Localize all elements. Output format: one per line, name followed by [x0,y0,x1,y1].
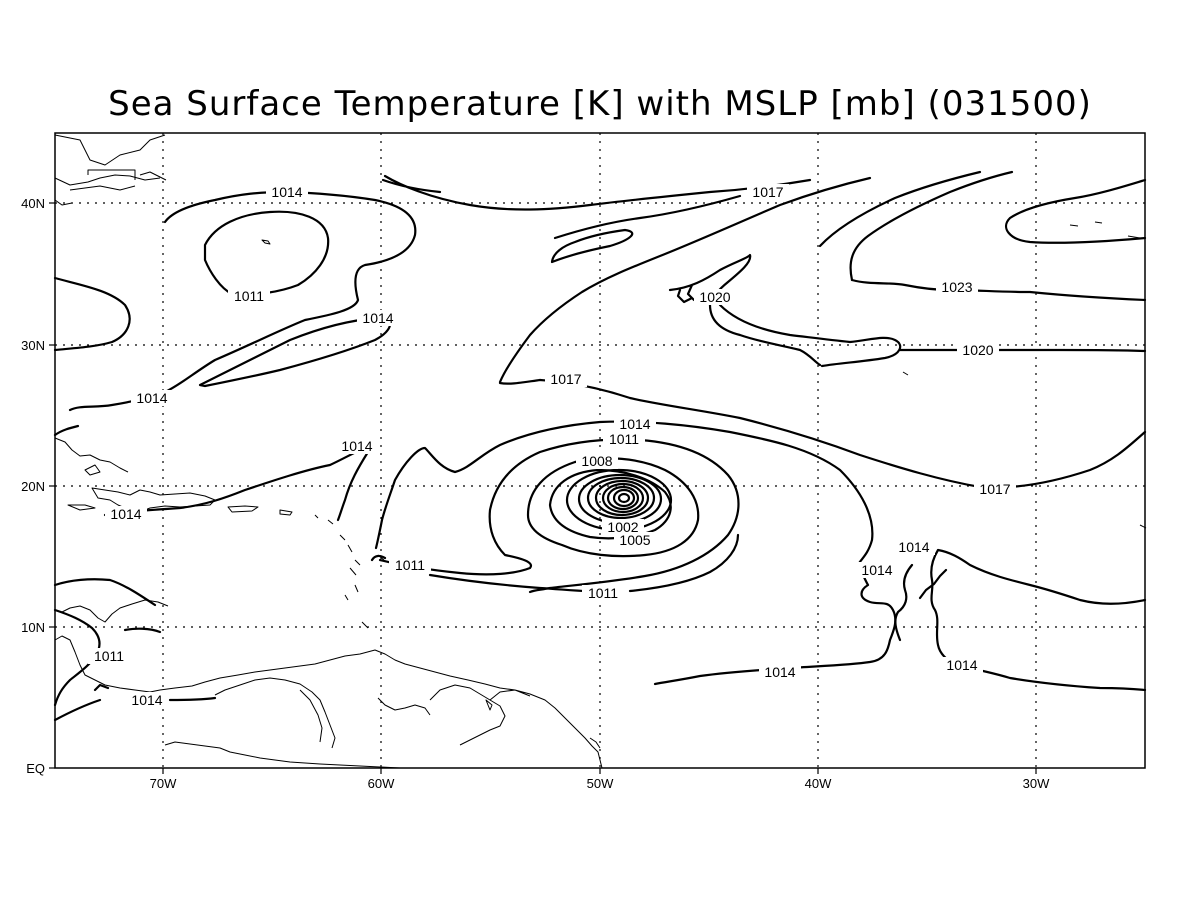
storm-ring-9 [606,485,640,511]
contour-1017-north [381,174,812,264]
contour-label-1011-carib: 1011 [94,648,124,664]
lon-label-30w: 30W [1023,776,1050,791]
coastlines [54,134,1147,769]
contour-labels: 1014 1011 1014 1014 1014 1014 1011 1014 … [88,184,1016,708]
tick-marks [49,202,1037,774]
contour-1020-north [668,253,822,367]
contour-1008-storm [526,457,700,558]
contour-label-1014-storm: 1014 [619,416,650,432]
storm-ring-7 [594,479,650,517]
contour-label-1020-n: 1020 [699,289,730,305]
lat-label-20n: 20N [21,479,45,494]
contour-label-1008-storm: 1008 [581,453,612,469]
longitude-labels: 70W 60W 50W 40W 30W [150,776,1050,791]
contour-1017-mid [538,378,1147,489]
map-title: Sea Surface Temperature [K] with MSLP [m… [108,84,1092,124]
contour-label-1002-storm: 1002 [607,519,638,535]
contour-label-1014-sa: 1014 [131,692,162,708]
contour-1014-east [653,563,897,686]
contour-1017-curve [498,176,872,385]
contour-label-1017-e: 1017 [979,481,1010,497]
contour-label-1014-s: 1014 [764,664,795,680]
contour-label-1017-n: 1017 [752,184,783,200]
contour-1020-ne [818,170,1014,282]
contour-label-1014-se1: 1014 [898,539,929,555]
contour-label-1005-storm: 1005 [619,532,650,548]
contour-1005-storm [548,468,672,540]
contour-label-1011-storm-s: 1011 [588,585,618,601]
contour-label-1014-se3: 1014 [946,657,977,673]
contour-1020-e [718,303,1147,368]
contour-1023-main [850,278,1147,302]
lon-label-50w: 50W [587,776,614,791]
contour-1014-car [53,424,370,522]
contour-label-1014-band: 1014 [362,310,393,326]
contour-1014-w [53,276,131,352]
contour-1011-nw [203,210,330,296]
coast-bermuda [261,239,271,245]
lon-label-60w: 60W [368,776,395,791]
lon-label-40w: 40W [805,776,832,791]
contour-label-1014-car: 1014 [341,438,372,454]
storm-ring-10 [612,488,636,508]
contour-label-1017-mid: 1017 [550,371,581,387]
contour-label-1011-nw: 1011 [234,288,264,304]
contour-1023-ne [1005,178,1147,244]
storm-ring-11 [617,492,631,504]
lat-label-40n: 40N [21,196,45,211]
contour-label-1014-nw: 1014 [271,184,302,200]
storm-ring-6 [586,476,656,520]
lat-label-eq: EQ [26,761,45,776]
contour-label-1023-ne: 1023 [941,279,972,295]
coast-east-islands [902,221,1147,529]
lon-label-70w: 70W [150,776,177,791]
contour-1014-sa2 [93,627,162,692]
contour-label-1020-e: 1020 [962,342,993,358]
contour-label-1014-se2: 1014 [861,562,892,578]
latitude-labels: 40N 30N 20N 10N EQ [21,196,45,776]
contour-1014-band [198,316,392,388]
contour-label-1014-carib-n: 1014 [110,506,141,522]
contour-1014-east2 [894,548,1147,692]
contour-label-1014-w: 1014 [136,390,167,406]
contour-label-1011-storm-n: 1011 [609,431,639,447]
contour-1014-sa [53,578,217,722]
contour-1011-storm [370,438,740,594]
storm-ring-8 [601,482,645,514]
coast-lesser-antilles [314,514,385,629]
lat-label-30n: 30N [21,338,45,353]
coast-north-america [54,134,167,206]
coast-south-america [54,599,603,769]
contour-label-1011-storm-w: 1011 [395,557,425,573]
coast-greater-antilles [54,437,293,516]
lat-label-10n: 10N [21,620,45,635]
